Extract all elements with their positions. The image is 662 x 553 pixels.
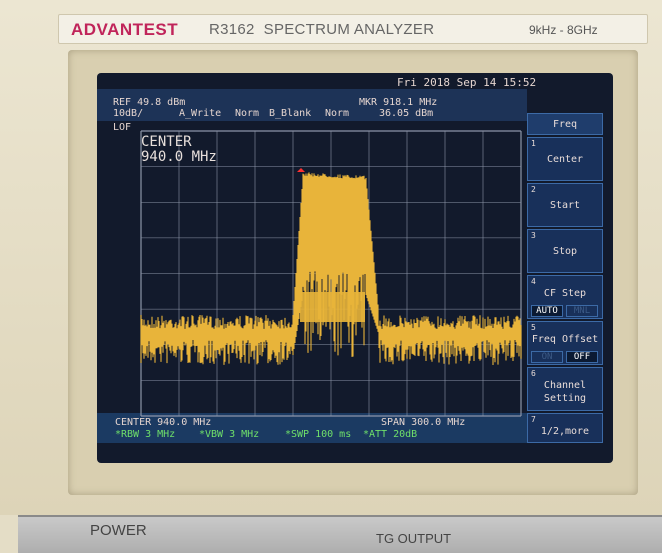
ref-level: REF 49.8 dBm (113, 97, 186, 108)
softkey-more[interactable]: 7 1/2,more (527, 413, 603, 443)
softkey-menu: Freq 1 Center 2 Start 3 Stop 4 CF Step AUTO … (527, 113, 603, 443)
model-label: R3162 SPECTRUM ANALYZER (209, 21, 435, 38)
nameplate: ADVANTEST R3162 SPECTRUM ANALYZER 9kHz -… (58, 14, 648, 44)
frequency-range-label: 9kHz - 8GHz (529, 23, 598, 37)
cf-step-auto[interactable]: AUTO (531, 305, 563, 317)
softkey-stop[interactable]: 3 Stop (527, 229, 603, 273)
marker-level: 36.05 dBm (379, 108, 434, 119)
attenuation: *ATT 20dB (363, 429, 418, 440)
spectrum-graticule (140, 130, 522, 417)
softkey-channel-setting[interactable]: 6 Channel Setting (527, 367, 603, 411)
center-frequency: CENTER 940.0 MHz (115, 417, 212, 428)
softkey-cf-step[interactable]: 4 CF Step AUTO MNL (527, 275, 603, 319)
cf-step-manual[interactable]: MNL (566, 305, 598, 317)
instrument-bezel: ADVANTEST R3162 SPECTRUM ANALYZER 9kHz -… (0, 0, 662, 515)
tg-output-label: TG OUTPUT (376, 531, 452, 546)
softkey-freq-offset[interactable]: 5 Freq Offset ON OFF (527, 321, 603, 365)
trace-a-mode: Norm (235, 108, 260, 119)
sweep-time: *SWP 100 ms (285, 429, 352, 440)
vbw: *VBW 3 MHz (199, 429, 260, 440)
marker-frequency: MKR 918.1 MHz (359, 97, 438, 108)
spectrum-trace (140, 172, 522, 365)
active-entry: CENTER 940.0 MHz (141, 135, 217, 165)
trace-a: A_Write (179, 108, 222, 119)
entry-label: CENTER (141, 134, 192, 150)
datetime: Fri 2018 Sep 14 15:52 (397, 76, 537, 89)
signal-band-fill (300, 292, 365, 322)
trace-b: B_Blank (269, 108, 312, 119)
softkey-center[interactable]: 1 Center (527, 137, 603, 181)
freq-offset-on[interactable]: ON (531, 351, 563, 363)
scale: 10dB/ (113, 108, 144, 119)
front-panel: POWER TG OUTPUT (18, 515, 662, 553)
trace-b-mode: Norm (325, 108, 350, 119)
lof-indicator: LOF (113, 122, 132, 133)
display-screen: Fri 2018 Sep 14 15:52 REF 49.8 dBm 10dB/… (97, 73, 613, 463)
power-label: POWER (90, 522, 147, 539)
footer-band (97, 413, 527, 443)
rbw: *RBW 3 MHz (115, 429, 176, 440)
softkey-title: Freq (527, 113, 603, 135)
span: SPAN 300.0 MHz (381, 417, 466, 428)
entry-value: 940.0 MHz (141, 149, 217, 165)
header-band (97, 89, 527, 121)
marker-icon (297, 168, 305, 172)
softkey-start[interactable]: 2 Start (527, 183, 603, 227)
freq-offset-off[interactable]: OFF (566, 351, 598, 363)
brand-logo: ADVANTEST (71, 20, 179, 39)
